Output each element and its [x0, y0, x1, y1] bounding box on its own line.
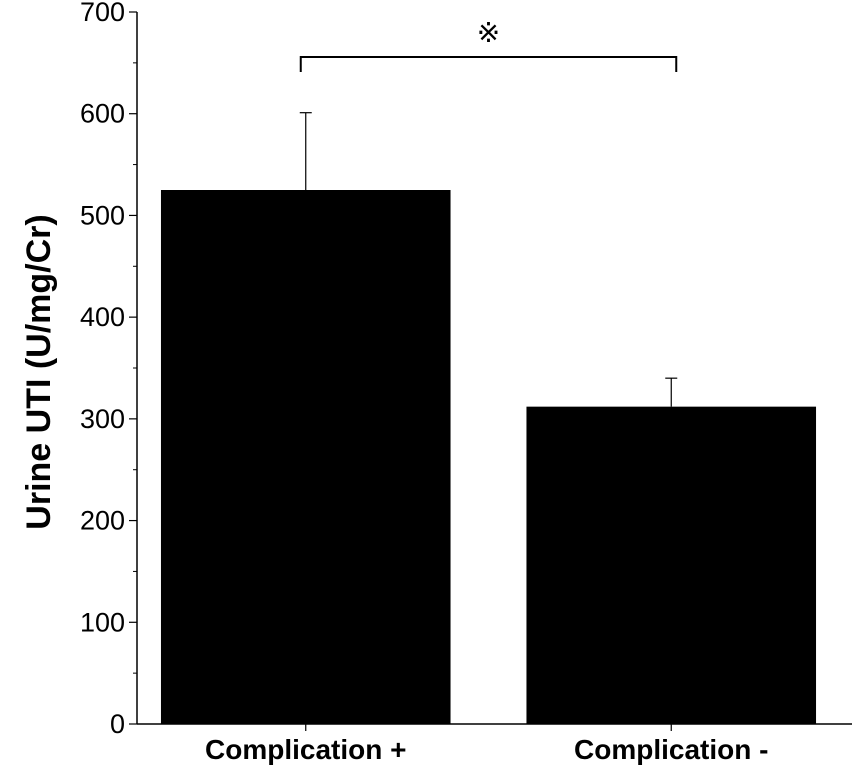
significance-bracket [299, 56, 678, 72]
bar [160, 190, 451, 724]
error-bars [299, 112, 678, 407]
category-label: Complication - [574, 734, 768, 765]
significance-mark: ※ [477, 16, 500, 49]
y-tick-label: 0 [110, 709, 125, 739]
y-axis-title: Urine UTI (U/mg/Cr) [20, 214, 58, 529]
y-tick-label: 300 [80, 404, 125, 434]
category-label: Complication + [205, 734, 406, 765]
bar [526, 406, 817, 724]
significance-annotation: ※ [299, 16, 678, 72]
y-tick-label: 500 [80, 200, 125, 230]
category-labels: Complication + Complication - [205, 724, 768, 765]
y-tick-label: 700 [80, 0, 125, 27]
y-tick-label: 600 [80, 99, 125, 129]
y-tick-label: 400 [80, 302, 125, 332]
y-tick-label: 100 [80, 607, 125, 637]
y-tick-label: 200 [80, 506, 125, 536]
bars [160, 190, 817, 724]
y-ticks: 0 100 200 300 400 500 600 700 [80, 0, 137, 739]
